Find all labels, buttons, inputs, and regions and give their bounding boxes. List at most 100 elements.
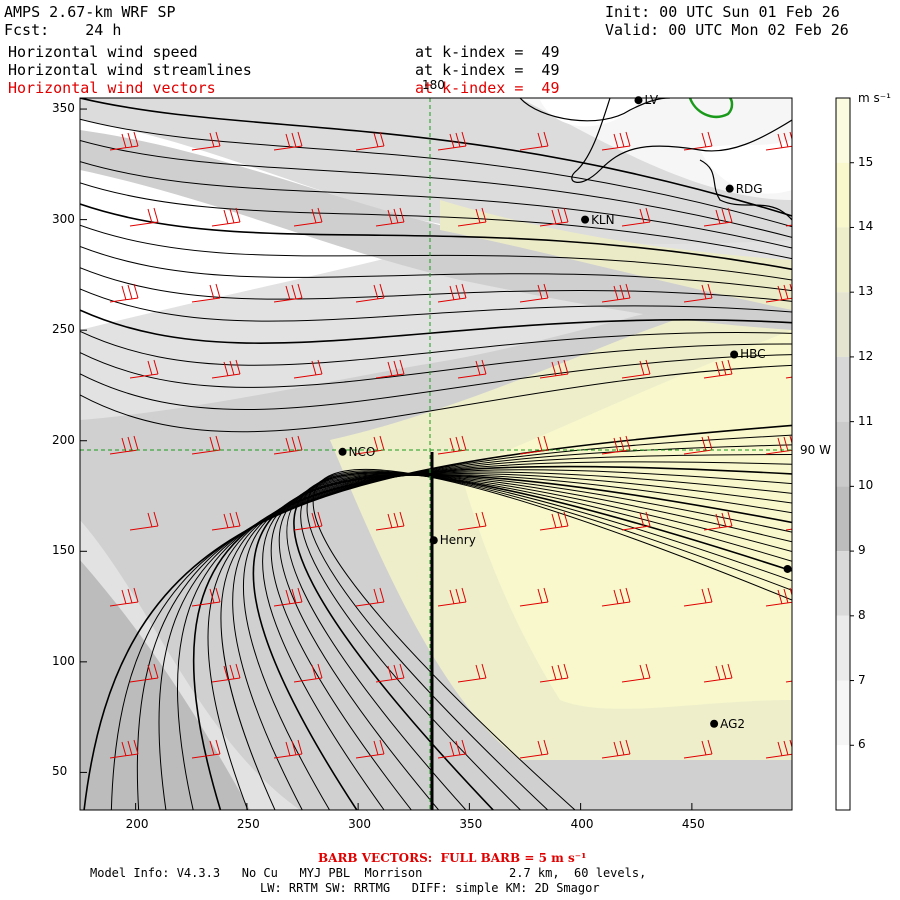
wind-barb [683,131,713,151]
wind-barb [601,283,631,303]
wind-barb [601,131,631,151]
station-marker [730,350,739,359]
wind-barb [519,587,549,607]
colorbar-units: m s⁻¹ [858,91,891,105]
wind-barb [273,739,303,759]
parallel-label: 90 W [800,443,831,457]
colorbar-label: 15 [858,154,874,169]
streamline [80,224,792,281]
wind-barb [703,511,733,531]
axis-ticks [80,108,693,810]
y-tick-label: 300 [52,211,75,226]
x-tick-label: 450 [681,817,705,831]
wind-barb [519,131,549,151]
wind-barbs [109,131,792,759]
wind-barb [601,587,631,607]
station-marker [338,447,347,456]
colorbar-label: 9 [858,543,866,558]
wind-barb [621,663,651,683]
wind-barb [519,435,549,455]
wind-barb [765,131,792,151]
wind-barb [539,207,569,227]
colorbar-segment [836,615,850,681]
wind-barb [129,359,159,379]
wind-barb [109,587,139,607]
y-tick-label: 200 [52,432,75,447]
wind-barb [457,359,487,379]
colorbar-segment [836,551,850,616]
wind-barb [191,587,221,607]
station-marker [634,96,643,105]
wind-barb [621,359,651,379]
wind-barb [519,739,549,759]
model-title: AMPS 2.67-km WRF SP [4,3,176,21]
map-frame [79,97,793,811]
wind-barb [375,663,405,683]
wind-barb [211,359,241,379]
wind-barb [273,587,303,607]
colorbar-label: 6 [858,737,866,752]
wind-barb [355,587,385,607]
field-level-speed: at k-index = 49 [415,43,560,61]
ice-shelf-boundary [688,98,734,119]
x-tick-label: 350 [459,817,483,831]
x-tick-label: 250 [236,817,260,831]
wind-barb [539,359,569,379]
wind-barb [109,283,139,303]
wind-barb [703,207,733,227]
wind-barb [601,435,631,455]
wind-barb [683,587,713,607]
wind-barb [765,739,792,759]
streamline [80,343,792,388]
wind-barb [375,207,405,227]
streamline [80,139,792,238]
field-level-streamlines: at k-index = 49 [415,61,560,79]
station-label: NCO [348,444,376,459]
wind-barb [273,131,303,151]
colorbar-segment [836,680,850,746]
wind-barb [191,739,221,759]
wind-barb [683,739,713,759]
field-name-streamlines: Horizontal wind streamlines [8,61,252,79]
wind-barb [109,131,139,151]
wind-barb [293,207,323,227]
wind-barb [765,587,792,607]
wind-barb [355,435,385,455]
coastline [519,98,792,221]
wind-speed-shading [80,98,792,810]
field-name-vectors: Horizontal wind vectors [8,79,216,97]
colorbar-label: 7 [858,672,866,687]
wind-barb [211,511,241,531]
station-marker [710,719,719,728]
wind-barb [211,663,241,683]
streamline [80,354,792,410]
wind-barb [437,587,467,607]
y-tick-label: 50 [52,764,68,779]
meridian-label: 180 [422,78,445,92]
station-marker [725,184,734,193]
y-tick-label: 100 [52,653,75,668]
wind-barb [109,739,139,759]
x-tick-label: 400 [570,817,594,831]
colorbar-frame [835,97,851,811]
valid-time: Valid: 00 UTC Mon 02 Feb 26 [605,21,849,39]
colorbar-segment [836,227,850,293]
colorbar-segment [836,292,850,357]
wind-barb [211,207,241,227]
x-tick-label: 300 [348,817,372,831]
colorbar-label: 11 [858,413,874,428]
field-level-vectors: at k-index = 49 [415,79,560,97]
streamline [80,246,792,292]
wind-barb [703,663,733,683]
colorbar-segment [836,745,850,810]
colorbar [835,97,854,811]
wind-barb [785,680,792,683]
colorbar-label: 14 [858,219,874,234]
station-label: RDG [735,181,763,196]
wind-barb [293,359,323,379]
station-marker [783,564,792,573]
wind-barb [519,283,549,303]
streamline [220,471,792,810]
wind-barb [355,739,385,759]
